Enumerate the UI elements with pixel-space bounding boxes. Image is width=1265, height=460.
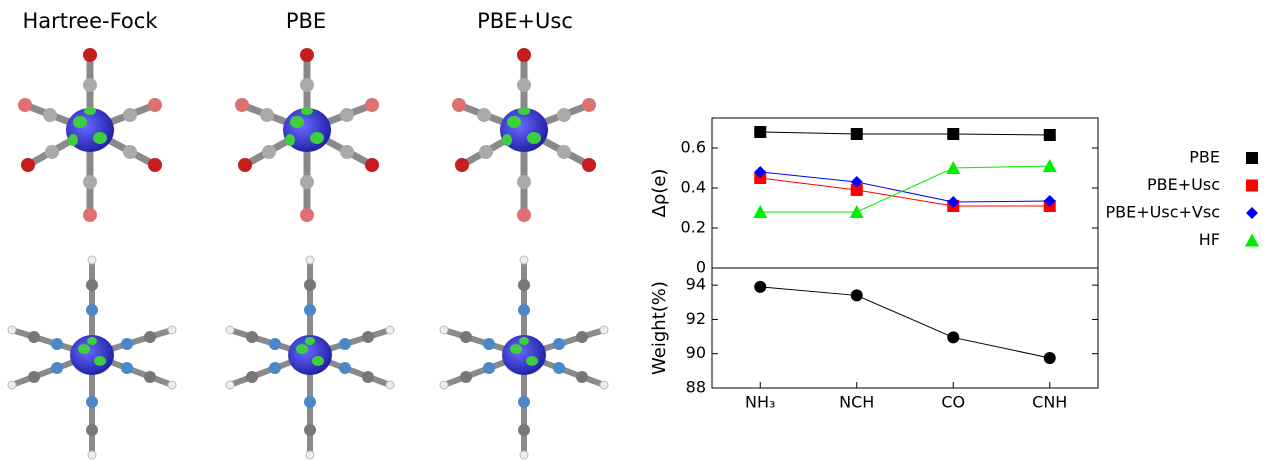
marker — [850, 176, 863, 188]
molecule — [8, 256, 176, 459]
legend-label: PBE+Usc — [1147, 175, 1220, 194]
marker — [947, 196, 960, 208]
y-tick-label: 90 — [686, 343, 706, 362]
marker — [947, 331, 960, 344]
molecule-panels: Hartree-Fock PBE PBE+Usc — [8, 9, 608, 459]
series-line — [760, 171, 1050, 203]
marker — [850, 128, 863, 140]
y-tick-label: 88 — [686, 378, 706, 397]
y-tick-label: 0.6 — [681, 138, 706, 157]
molecule — [18, 48, 162, 222]
legend-label: PBE+Usc+Vsc — [1106, 203, 1220, 222]
y-tick-label: 92 — [686, 309, 706, 328]
y-tick-label: 0.4 — [681, 178, 706, 197]
series-line — [760, 286, 1050, 359]
y-axis-label: Weight(%) — [649, 281, 670, 375]
marker — [947, 128, 960, 140]
marker — [1043, 129, 1056, 141]
panel-title: Hartree-Fock — [22, 9, 158, 33]
panel-title: PBE — [286, 9, 326, 33]
plot-frame — [711, 117, 1099, 269]
marker — [946, 161, 961, 174]
x-tick-label: NCH — [839, 393, 874, 412]
x-tick-label: CO — [941, 393, 965, 412]
legend-marker — [1246, 207, 1258, 219]
molecule — [226, 256, 394, 459]
legend-marker — [1246, 152, 1258, 164]
series-line — [760, 177, 1050, 207]
x-tick-label: CNH — [1032, 393, 1067, 412]
marker — [754, 126, 767, 138]
legend-label: HF — [1199, 230, 1220, 249]
molecule — [452, 48, 596, 222]
marker — [754, 280, 767, 293]
panel-title: PBE+Usc — [477, 9, 573, 33]
legend-label: PBE — [1189, 148, 1220, 167]
marker — [754, 166, 767, 178]
marker — [850, 289, 863, 302]
x-tick-label: NH₃ — [745, 393, 775, 412]
marker — [850, 184, 863, 196]
molecule — [440, 256, 608, 459]
series-line — [760, 165, 1050, 213]
y-tick-label: 0.2 — [681, 218, 706, 237]
marker — [753, 205, 768, 218]
marker — [849, 205, 864, 218]
marker — [1042, 159, 1057, 172]
marker — [1043, 195, 1056, 207]
y-tick-label: 0 — [696, 258, 706, 277]
plot-frame — [711, 267, 1099, 389]
y-tick-label: 94 — [686, 275, 706, 294]
marker — [1043, 352, 1056, 364]
legend-marker — [1245, 233, 1259, 247]
molecule — [235, 48, 379, 222]
y-axis-label: Δρ(e) — [649, 169, 670, 218]
series-line — [760, 131, 1050, 136]
legend-marker — [1246, 179, 1258, 192]
